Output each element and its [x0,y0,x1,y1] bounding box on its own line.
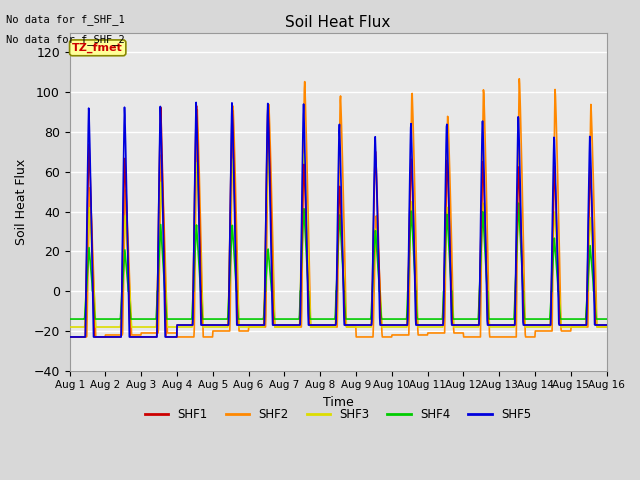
Text: No data for f_SHF_1: No data for f_SHF_1 [6,14,125,25]
Y-axis label: Soil Heat Flux: Soil Heat Flux [15,158,28,245]
Title: Soil Heat Flux: Soil Heat Flux [285,15,391,30]
Legend: SHF1, SHF2, SHF3, SHF4, SHF5: SHF1, SHF2, SHF3, SHF4, SHF5 [140,403,536,426]
Text: No data for f_SHF_2: No data for f_SHF_2 [6,34,125,45]
Text: TZ_fmet: TZ_fmet [72,43,123,53]
X-axis label: Time: Time [323,396,353,409]
